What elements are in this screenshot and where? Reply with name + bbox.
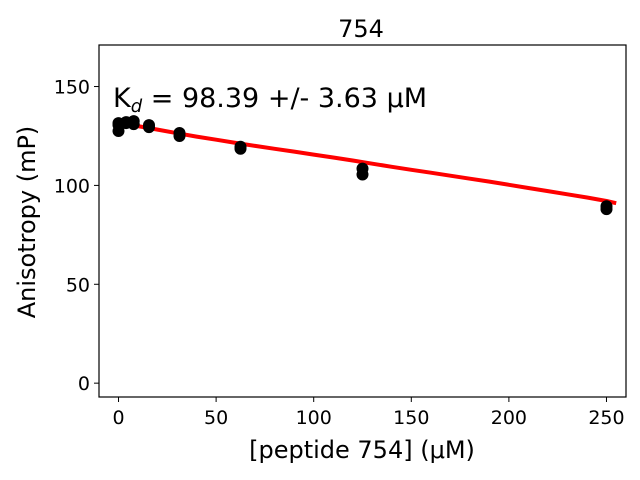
kd-annotation-k: K — [113, 83, 132, 114]
kd-annotation-rest: = 98.39 +/- 3.63 μM — [142, 83, 427, 114]
fit-curve — [118, 120, 617, 206]
chart-title: 754 — [338, 15, 384, 43]
x-axis-label: [peptide 754] (μM) — [249, 436, 475, 464]
x-tick-label: 200 — [491, 407, 527, 429]
kd-annotation: Kd = 98.39 +/- 3.63 μM — [113, 83, 427, 117]
x-tick-label: 0 — [112, 407, 124, 429]
y-tick-label: 50 — [66, 274, 90, 296]
y-axis-ticks: 0 50 100 150 — [54, 77, 99, 395]
data-point — [356, 162, 369, 175]
y-tick-label: 0 — [78, 373, 90, 395]
plot-area — [98, 44, 627, 398]
kd-annotation-sub: d — [131, 96, 143, 117]
y-axis-label: Anisotropy (mP) — [13, 126, 41, 319]
x-tick-label: 250 — [588, 407, 624, 429]
data-point — [143, 119, 155, 132]
axes-frame — [98, 44, 627, 398]
data-point — [600, 200, 613, 213]
data-point — [234, 140, 247, 153]
y-tick-label: 100 — [54, 175, 90, 197]
x-axis-ticks: 0 50 100 150 200 250 — [112, 397, 625, 429]
data-point — [127, 115, 140, 128]
data-point — [173, 127, 186, 139]
y-tick-label: 150 — [54, 77, 90, 99]
x-tick-label: 50 — [204, 407, 228, 429]
x-tick-label: 100 — [296, 407, 332, 429]
x-tick-label: 150 — [393, 407, 429, 429]
